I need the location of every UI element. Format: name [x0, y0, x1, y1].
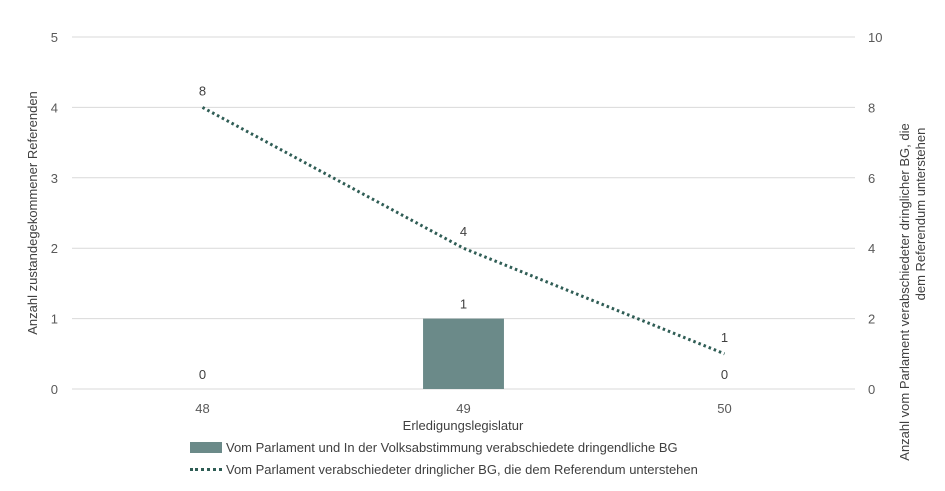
y-left-tick-label: 1	[51, 312, 58, 327]
y-right-tick-label: 4	[868, 241, 875, 256]
line-path	[201, 106, 726, 356]
y-axis-left-title: Anzahl zustandegekommener Referenden	[25, 91, 40, 335]
legend-label-line: Vom Parlament verabschiedeter dringliche…	[226, 461, 698, 477]
bar-series	[423, 318, 504, 389]
y-left-tick-label: 5	[51, 30, 58, 45]
bar-data-label: 1	[460, 297, 467, 312]
y-right-tick-label: 8	[868, 100, 875, 115]
legend-label-bars: Vom Parlament und In der Volksabstimmung…	[226, 439, 678, 455]
bar-data-label: 0	[721, 367, 728, 382]
y-left-tick-label: 0	[51, 382, 58, 397]
y-right-tick-label: 6	[868, 171, 875, 186]
y-axis-right-title-line1: Anzahl vom Parlament verabschiedeter dri…	[897, 123, 912, 460]
y-left-tick-label: 3	[51, 171, 58, 186]
bar-data-label: 0	[199, 367, 206, 382]
legend-swatch-bar	[190, 441, 222, 453]
data-labels: 0 1 0 8 4 1	[199, 83, 728, 382]
y-right-tick-label: 0	[868, 382, 875, 397]
legend-swatch-line	[190, 467, 222, 471]
x-tick-label: 49	[456, 401, 470, 416]
x-axis-title: Erledigungslegislatur	[403, 418, 524, 433]
bar	[423, 318, 504, 389]
y-left-tick-label: 2	[51, 241, 58, 256]
legend-item-bars: Vom Parlament und In der Volksabstimmung…	[190, 436, 698, 458]
y-right-tick-label: 10	[868, 30, 882, 45]
x-tick-label: 50	[717, 401, 731, 416]
line-series	[201, 106, 726, 356]
y-right-tick-label: 2	[868, 312, 875, 327]
line-data-label: 4	[460, 224, 467, 239]
line-data-label: 1	[721, 330, 728, 345]
y-left-tick-label: 4	[51, 100, 58, 115]
legend: Vom Parlament und In der Volksabstimmung…	[190, 436, 698, 480]
y-axis-right-title-line2: dem Referendum unterstehen	[913, 128, 928, 301]
legend-item-line: Vom Parlament verabschiedeter dringliche…	[190, 458, 698, 480]
line-data-label: 8	[199, 83, 206, 98]
x-tick-label: 48	[195, 401, 209, 416]
